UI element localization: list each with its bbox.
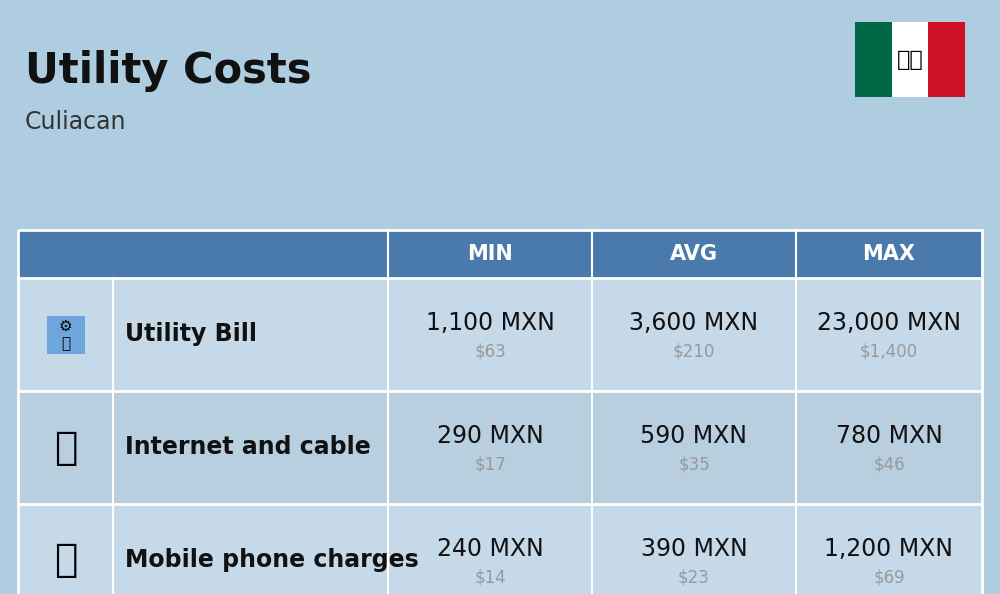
Text: 23,000 MXN: 23,000 MXN — [817, 311, 961, 335]
Text: 📡: 📡 — [54, 428, 77, 466]
Text: 240 MXN: 240 MXN — [437, 537, 543, 561]
Text: 🇲🇽: 🇲🇽 — [897, 49, 923, 69]
Text: $69: $69 — [873, 568, 905, 586]
Text: $14: $14 — [474, 568, 506, 586]
Text: 780 MXN: 780 MXN — [836, 424, 942, 448]
Text: Internet and cable: Internet and cable — [125, 435, 371, 460]
Text: Utility Costs: Utility Costs — [25, 50, 312, 92]
Text: $35: $35 — [678, 456, 710, 473]
Text: ⚙
🔌: ⚙ 🔌 — [59, 318, 72, 350]
Bar — [18, 391, 113, 504]
Text: 590 MXN: 590 MXN — [640, 424, 748, 448]
Bar — [18, 230, 982, 278]
Text: Culiacan: Culiacan — [25, 110, 126, 134]
Bar — [18, 278, 113, 391]
Text: MIN: MIN — [467, 244, 513, 264]
Text: MAX: MAX — [862, 244, 916, 264]
Text: $63: $63 — [474, 343, 506, 361]
Text: $46: $46 — [873, 456, 905, 473]
Text: $17: $17 — [474, 456, 506, 473]
Bar — [855, 22, 892, 97]
Text: $210: $210 — [673, 343, 715, 361]
Text: Mobile phone charges: Mobile phone charges — [125, 548, 419, 573]
Bar — [18, 391, 982, 504]
Bar — [928, 22, 965, 97]
Bar — [18, 278, 982, 391]
Text: 290 MXN: 290 MXN — [437, 424, 543, 448]
Text: $23: $23 — [678, 568, 710, 586]
Text: 1,200 MXN: 1,200 MXN — [824, 537, 954, 561]
Bar — [46, 315, 84, 353]
Text: 📱: 📱 — [54, 542, 77, 580]
Text: 1,100 MXN: 1,100 MXN — [426, 311, 554, 335]
Bar — [892, 22, 928, 97]
Text: 390 MXN: 390 MXN — [641, 537, 747, 561]
Bar — [18, 504, 982, 594]
Bar — [18, 230, 982, 594]
Bar — [18, 504, 113, 594]
Text: Utility Bill: Utility Bill — [125, 323, 257, 346]
Text: AVG: AVG — [670, 244, 718, 264]
Text: $1,400: $1,400 — [860, 343, 918, 361]
Text: 3,600 MXN: 3,600 MXN — [629, 311, 759, 335]
